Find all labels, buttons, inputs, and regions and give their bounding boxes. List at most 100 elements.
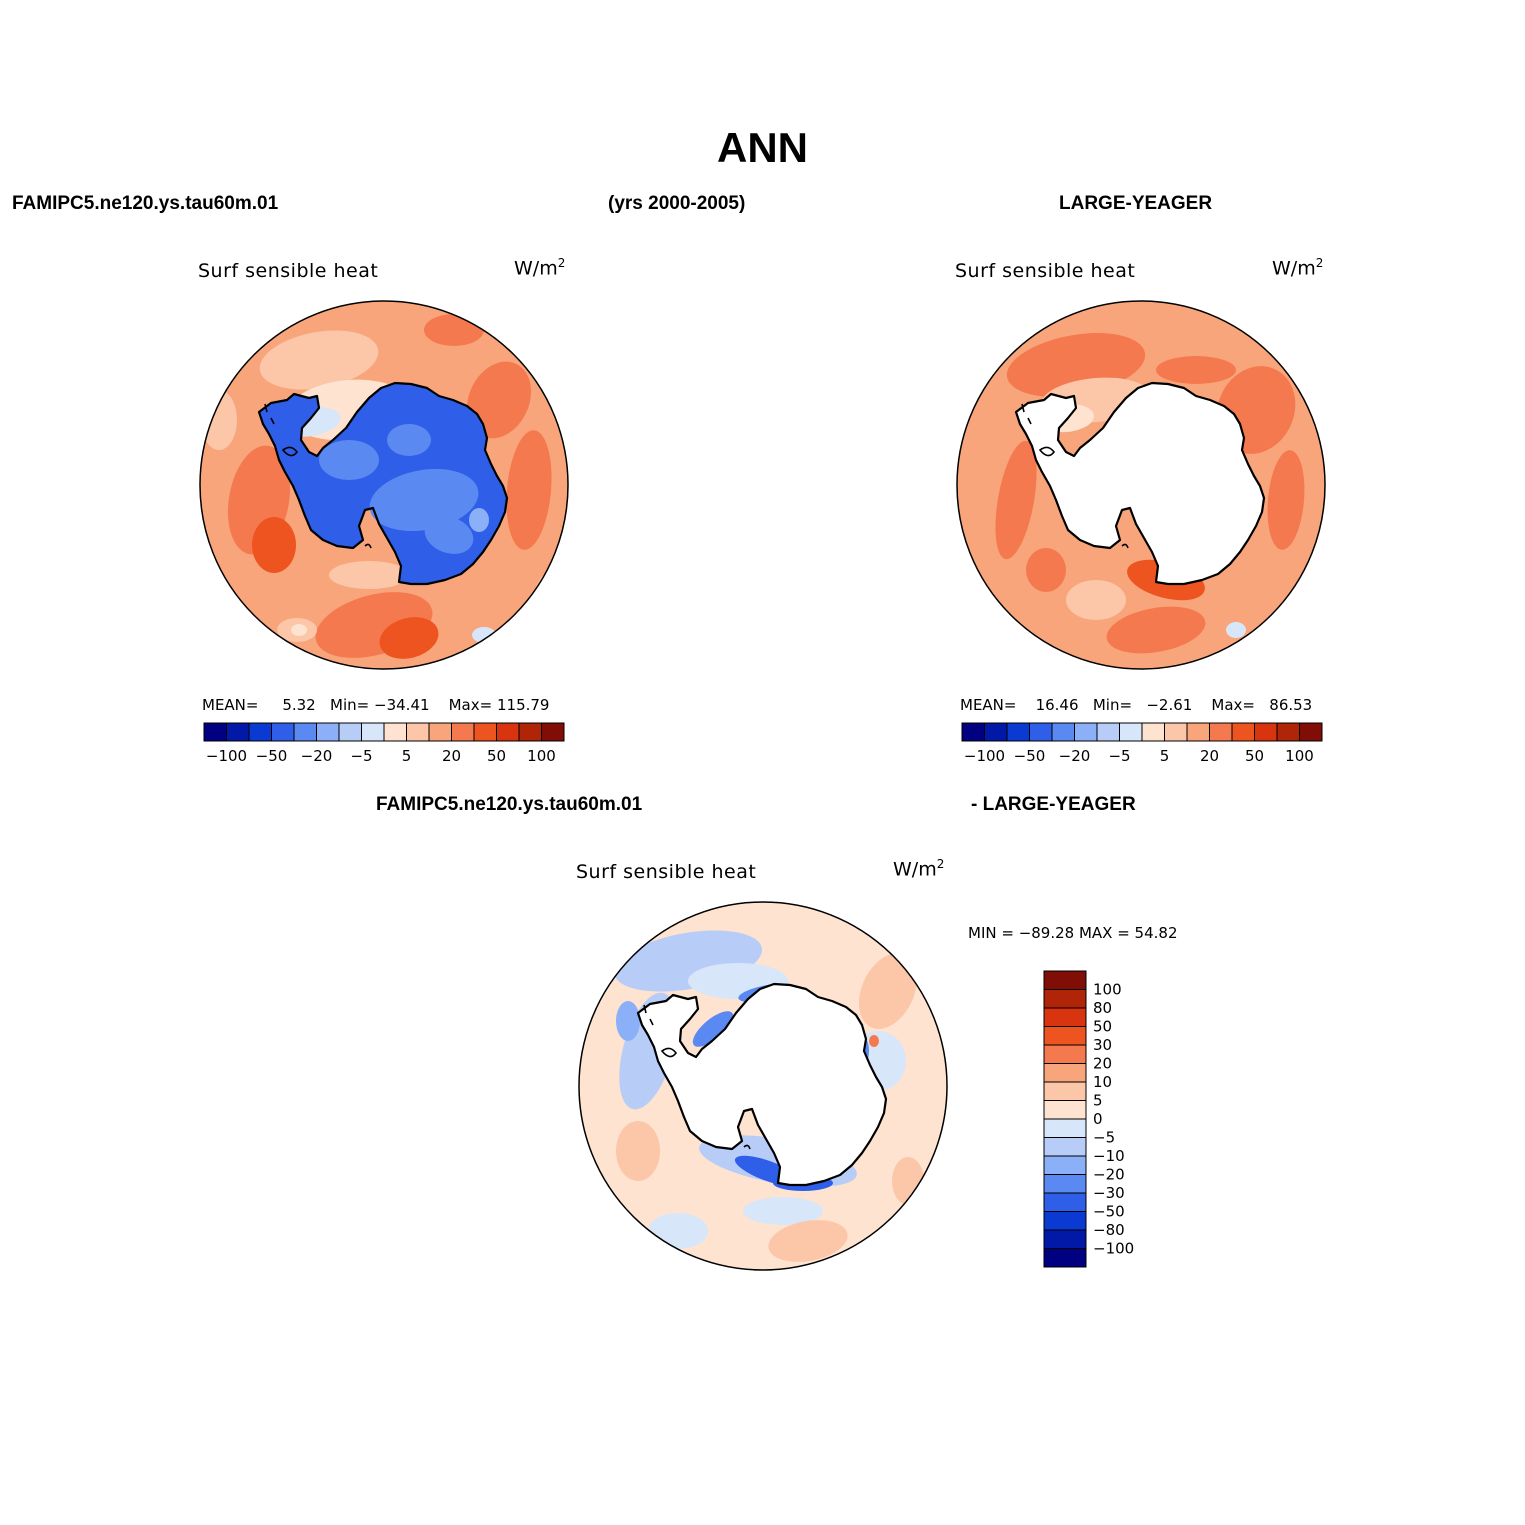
model-colorbar-box xyxy=(226,722,250,742)
main-title: ANN xyxy=(717,124,808,171)
model-contour-region xyxy=(466,361,532,439)
model-max-value: 115.79 xyxy=(496,696,550,714)
diff-colorbar-box xyxy=(1043,1174,1087,1194)
model-colorbar-tick-label: 5 xyxy=(402,747,412,765)
obs-colorbar-box xyxy=(1164,722,1188,742)
diff-coastal-region xyxy=(692,1011,734,1047)
obs-mean-value: 16.46 xyxy=(1035,696,1079,714)
model-land-contour-region xyxy=(387,424,431,456)
model-colorbar-tick-label: −5 xyxy=(350,747,372,765)
model-contour-region xyxy=(472,627,496,643)
case-name-header: FAMIPC5.ne120.ys.tau60m.01 xyxy=(12,193,279,214)
diff-island xyxy=(743,1144,751,1150)
obs-colorbar: −100 −50 −20 −5 5 20 50 100 xyxy=(961,722,1323,765)
obs-colorbar-tick-label: 5 xyxy=(1160,747,1170,765)
obs-contour-region xyxy=(1267,450,1305,550)
model-contour-region xyxy=(259,330,379,390)
diff-contour-region xyxy=(768,1220,848,1262)
obs-max-label: Max= xyxy=(1211,696,1255,714)
obs-colorbar-box xyxy=(1141,722,1165,742)
diff-coastal-region xyxy=(869,1035,879,1047)
obs-colorbar-tick-label: −100 xyxy=(964,747,1005,765)
obs-stats: MEAN= 16.46 Min= −2.61 Max= 86.53 xyxy=(960,696,1312,714)
model-coastline xyxy=(257,381,509,586)
obs-polar-map xyxy=(956,300,1326,670)
diff-colorbar-label: −80 xyxy=(1093,1221,1125,1239)
model-colorbar-box xyxy=(316,722,340,742)
obs-island xyxy=(1021,403,1032,425)
obs-units: W/m2 xyxy=(1272,256,1324,280)
model-units: W/m2 xyxy=(514,256,566,280)
obs-island xyxy=(1121,543,1129,549)
diff-colorbar-box xyxy=(1043,1137,1087,1157)
obs-contour-region xyxy=(1156,356,1236,384)
model-mean-label: MEAN= xyxy=(202,696,259,714)
obs-mean-label: MEAN= xyxy=(960,696,1017,714)
diff-colorbar-box xyxy=(1043,1248,1087,1268)
obs-contour-region xyxy=(1226,622,1246,638)
diff-field xyxy=(579,902,947,1270)
obs-colorbar-box xyxy=(1006,722,1030,742)
diff-colorbar-box xyxy=(1043,1118,1087,1138)
obs-map-border xyxy=(956,300,1326,670)
model-land-contour-region xyxy=(424,516,474,554)
model-colorbar-box xyxy=(428,722,452,742)
model-map-border xyxy=(199,300,569,670)
diff-contour-region xyxy=(743,1197,823,1225)
diff-colorbar-box xyxy=(1043,1100,1087,1120)
obs-colorbar-box xyxy=(1276,722,1300,742)
diff-units: W/m2 xyxy=(893,857,945,881)
model-island xyxy=(281,446,299,457)
model-contour-region xyxy=(506,430,552,550)
diff-contour-region xyxy=(858,953,918,1029)
model-colorbar-tick-label: −100 xyxy=(206,747,247,765)
diff-island xyxy=(660,1047,678,1058)
diff-island xyxy=(643,1004,654,1026)
obs-max-value: 86.53 xyxy=(1269,696,1313,714)
model-mean-value: 5.32 xyxy=(282,696,316,714)
diff-antarctica-mask xyxy=(638,984,886,1185)
diff-map-border xyxy=(578,901,948,1271)
obs-island xyxy=(1038,446,1056,457)
model-contour-region xyxy=(329,561,409,589)
obs-antarctica-fill xyxy=(1016,383,1264,584)
diff-colorbar-label: 100 xyxy=(1093,981,1122,999)
obs-colorbar-box xyxy=(1119,722,1143,742)
model-land-contour-region xyxy=(369,468,479,532)
model-land-contour-region xyxy=(319,440,379,480)
diff-colorbar-box xyxy=(1043,1081,1087,1101)
diff-colorbar-label: 80 xyxy=(1093,999,1112,1017)
model-colorbar-tick-label: 50 xyxy=(487,747,506,765)
model-colorbar-tick-label: −20 xyxy=(301,747,333,765)
diff-colorbar-box xyxy=(1043,1063,1087,1083)
obs-colorbar-tick-label: 20 xyxy=(1200,747,1219,765)
diff-colorbar-label: −20 xyxy=(1093,1166,1125,1184)
obs-plot-title: Surf sensible heat xyxy=(955,260,1136,282)
diff-colorbar-label: −30 xyxy=(1093,1184,1125,1202)
model-colorbar-tick-label: 100 xyxy=(527,747,556,765)
model-contour-region xyxy=(291,624,307,636)
obs-contour-region xyxy=(1026,548,1066,592)
obs-min-value: −2.61 xyxy=(1146,696,1193,714)
diff-colorbar-box xyxy=(1043,1192,1087,1212)
diff-colorbar-label: 20 xyxy=(1093,1055,1112,1073)
diff-coastline xyxy=(636,982,888,1187)
diff-contour-region xyxy=(648,1213,708,1249)
diff-colorbar-box xyxy=(1043,970,1087,990)
diff-contour-region xyxy=(616,1121,660,1181)
obs-colorbar-box xyxy=(1209,722,1233,742)
model-contour-region xyxy=(379,617,439,659)
diff-colorbar-box xyxy=(1043,1229,1087,1249)
model-plot-title: Surf sensible heat xyxy=(198,260,379,282)
obs-min-label: Min= xyxy=(1092,696,1133,714)
model-colorbar-box xyxy=(383,722,407,742)
model-colorbar: −100 −50 −20 −5 5 20 50 100 xyxy=(203,722,565,765)
model-polar-map xyxy=(199,300,569,670)
obs-contour-region xyxy=(1066,580,1126,620)
model-colorbar-box xyxy=(406,722,430,742)
diff-obs-header: - LARGE-YEAGER xyxy=(971,794,1136,815)
model-contour-region xyxy=(252,517,296,573)
model-island xyxy=(264,403,275,425)
diff-plot-title: Surf sensible heat xyxy=(576,861,757,883)
